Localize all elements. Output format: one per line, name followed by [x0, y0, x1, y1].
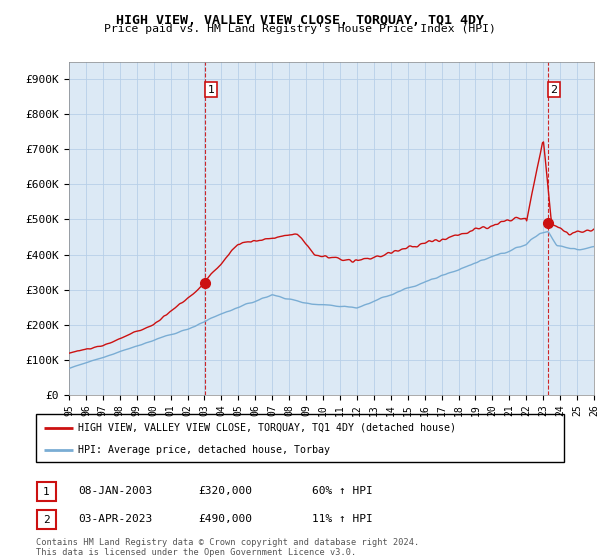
Text: Price paid vs. HM Land Registry's House Price Index (HPI): Price paid vs. HM Land Registry's House … [104, 24, 496, 34]
Text: 60% ↑ HPI: 60% ↑ HPI [312, 486, 373, 496]
Text: 2: 2 [43, 515, 50, 525]
Text: 08-JAN-2003: 08-JAN-2003 [78, 486, 152, 496]
Text: £490,000: £490,000 [198, 514, 252, 524]
Text: 03-APR-2023: 03-APR-2023 [78, 514, 152, 524]
Text: £320,000: £320,000 [198, 486, 252, 496]
Text: HPI: Average price, detached house, Torbay: HPI: Average price, detached house, Torb… [78, 445, 330, 455]
Text: 1: 1 [208, 85, 215, 95]
Text: 11% ↑ HPI: 11% ↑ HPI [312, 514, 373, 524]
Text: Contains HM Land Registry data © Crown copyright and database right 2024.
This d: Contains HM Land Registry data © Crown c… [36, 538, 419, 557]
Text: 1: 1 [43, 487, 50, 497]
Text: HIGH VIEW, VALLEY VIEW CLOSE, TORQUAY, TQ1 4DY (detached house): HIGH VIEW, VALLEY VIEW CLOSE, TORQUAY, T… [78, 423, 456, 433]
Text: HIGH VIEW, VALLEY VIEW CLOSE, TORQUAY, TQ1 4DY: HIGH VIEW, VALLEY VIEW CLOSE, TORQUAY, T… [116, 14, 484, 27]
Text: 2: 2 [550, 85, 557, 95]
